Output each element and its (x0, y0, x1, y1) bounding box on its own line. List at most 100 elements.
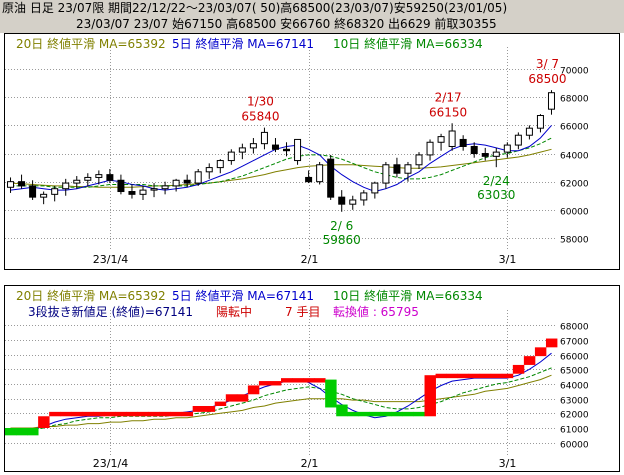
candle-down (459, 138, 467, 147)
candle-up (260, 131, 268, 145)
break-block-up (314, 378, 326, 383)
y-tick-label: 66000 (560, 353, 589, 363)
candle-up (547, 92, 555, 110)
candle-up (216, 160, 224, 169)
candle-down (106, 174, 114, 181)
break-block-up (104, 411, 116, 417)
legend-entry: 10日 終値平滑 MA=66334 (333, 36, 483, 51)
break-block-up (236, 394, 249, 402)
candle-down (393, 164, 401, 174)
break-block-up (281, 378, 293, 383)
break-block-down (369, 411, 381, 417)
candle-up (316, 164, 324, 183)
header-bar: 原油 日足 23/07限 期間22/12/22～23/03/07( 50)高68… (0, 0, 624, 33)
legend-entry: 20日 終値平滑 MA=65392 (16, 288, 166, 303)
candle-down (481, 153, 489, 157)
candle-down (128, 191, 136, 195)
break-block-down (358, 411, 370, 417)
break-block-up (60, 411, 72, 417)
annotation-date: 3/ 7 (536, 57, 559, 71)
break-block-up (93, 411, 105, 417)
break-block-up (501, 373, 514, 379)
status-info: 3段抜き新値足 (終値)=67141 (28, 304, 193, 319)
candle-up (426, 141, 434, 156)
y-tick-label: 70000 (560, 67, 589, 77)
break-block-up (523, 356, 536, 365)
x-tick-label: 3/1 (499, 253, 517, 266)
candle-up (349, 199, 357, 205)
candle-up (238, 147, 246, 153)
break-block-up (247, 385, 260, 395)
candle-up (40, 193, 48, 198)
break-block-up (126, 411, 138, 417)
ma10-line (10, 367, 552, 432)
candle-up (205, 167, 213, 173)
candle-down (327, 158, 335, 198)
legend-entry: 10日 終値平滑 MA=66334 (333, 288, 483, 303)
x-tick-label: 23/1/4 (93, 253, 128, 266)
break-block-up (170, 411, 183, 417)
annotation-value: 65840 (241, 110, 279, 124)
break-block-down (27, 428, 39, 436)
y-tick-label: 68000 (560, 95, 589, 105)
break-block-down (325, 379, 337, 408)
y-tick-label: 66000 (560, 123, 589, 133)
candle-up (294, 138, 302, 162)
break-block-up (225, 394, 238, 402)
x-tick-label: 2/1 (301, 457, 319, 470)
break-block-up (468, 373, 481, 379)
break-block-down (336, 404, 348, 417)
status-info: 陽転中 (216, 304, 252, 319)
legend-entry: 20日 終値平滑 MA=65392 (16, 36, 166, 51)
break-block-up (71, 411, 83, 417)
y-tick-label: 65000 (560, 367, 589, 377)
break-block-up (137, 411, 149, 417)
candle-up (448, 130, 456, 147)
break-block-up (258, 381, 271, 386)
candle-down (283, 148, 291, 152)
candle-up (404, 164, 412, 174)
candle-up (150, 188, 158, 191)
candle-up (161, 185, 169, 190)
candle-up (525, 127, 533, 136)
break-block-up (457, 373, 470, 379)
break-block-down (380, 411, 392, 417)
annotation-date: 2/ 6 (330, 219, 353, 233)
break-block-up (292, 378, 304, 383)
candle-down (183, 179, 191, 184)
candle-up (227, 151, 235, 162)
candle-up (371, 182, 379, 194)
header-summary-line: 原油 日足 23/07限 期間22/12/22～23/03/07( 50)高68… (2, 1, 508, 15)
candle-down (470, 145, 478, 155)
break-block-up (269, 381, 282, 386)
upper-panel-frame (4, 33, 620, 270)
ma5-line (10, 352, 552, 435)
candle-down (18, 181, 26, 187)
candle-up (62, 182, 70, 190)
x-tick-label: 3/1 (499, 457, 517, 470)
candle-up (84, 176, 92, 181)
candle-up (514, 134, 522, 146)
break-block-up (203, 406, 216, 412)
break-block-up (181, 411, 194, 417)
candle-up (139, 189, 147, 195)
candle-down (338, 196, 346, 205)
candle-up (382, 164, 390, 184)
break-block-up (490, 373, 503, 379)
break-block-up (512, 364, 525, 374)
y-tick-label: 64000 (560, 382, 589, 392)
break-block-up (214, 401, 227, 406)
annotation-value: 68500 (528, 72, 566, 86)
break-block-up (82, 411, 94, 417)
break-block-down (347, 411, 359, 417)
y-tick-label: 58000 (560, 236, 589, 246)
break-block-down (402, 411, 414, 417)
break-block-up (534, 347, 547, 357)
break-block-down (16, 428, 28, 436)
candle-up (194, 171, 202, 184)
x-tick-label: 23/1/4 (93, 457, 128, 470)
break-block-up (115, 411, 127, 417)
annotation-value: 59860 (323, 233, 361, 247)
